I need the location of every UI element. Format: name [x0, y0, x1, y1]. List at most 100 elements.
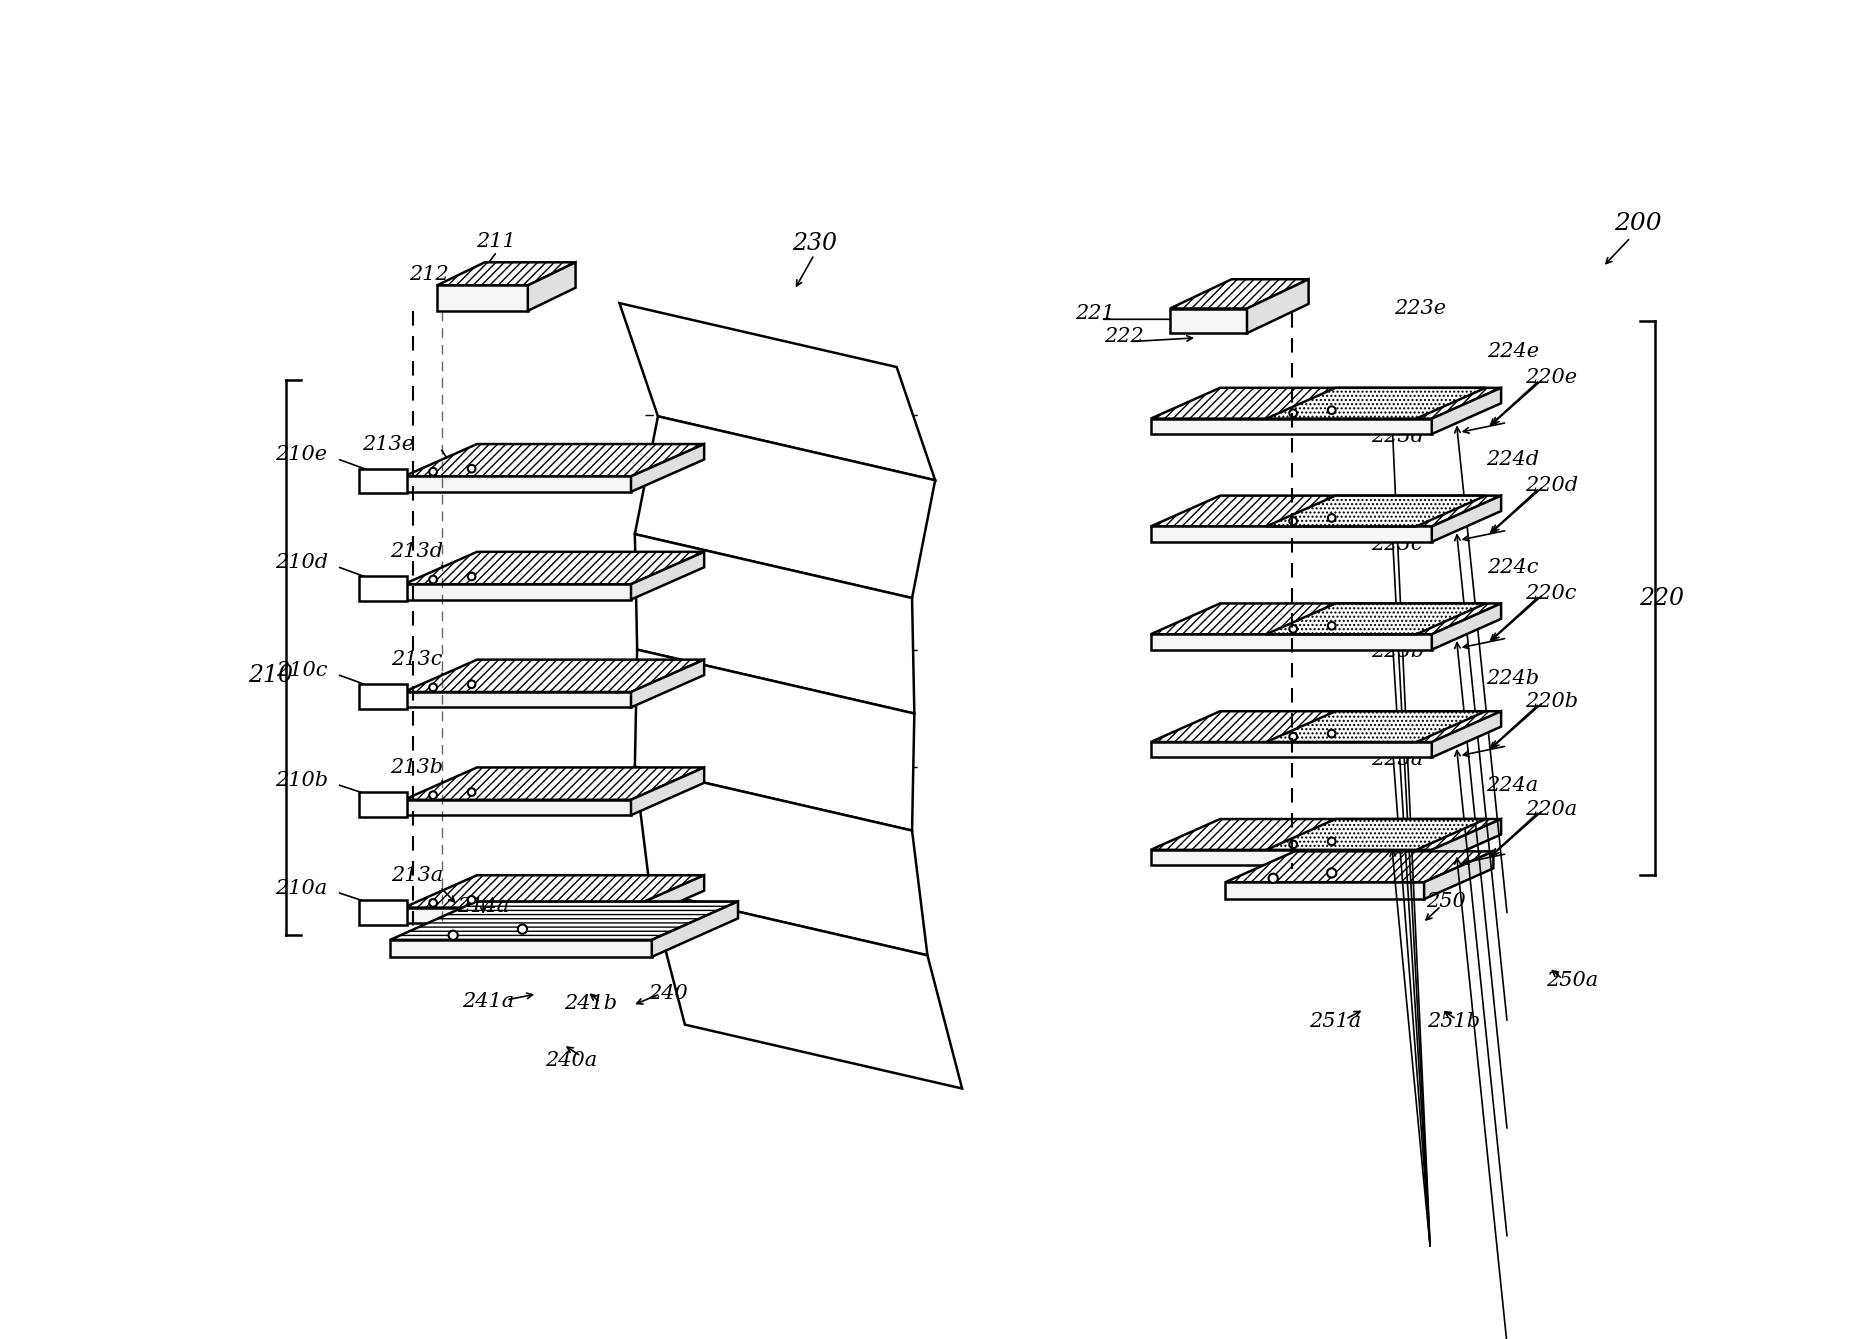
Polygon shape [652, 901, 738, 957]
Polygon shape [359, 469, 407, 493]
Circle shape [1290, 625, 1297, 633]
Polygon shape [1432, 604, 1501, 649]
Polygon shape [1267, 604, 1486, 635]
Polygon shape [391, 940, 652, 957]
Polygon shape [1432, 711, 1501, 758]
Circle shape [1290, 732, 1297, 740]
Polygon shape [359, 684, 407, 708]
Polygon shape [404, 552, 705, 584]
Text: 230: 230 [792, 233, 837, 256]
Polygon shape [437, 285, 527, 311]
Polygon shape [1432, 495, 1501, 542]
Circle shape [430, 683, 437, 691]
Polygon shape [635, 767, 927, 955]
Text: 223c: 223c [1372, 534, 1422, 553]
Circle shape [467, 465, 475, 473]
Text: 241b: 241b [564, 995, 617, 1014]
Polygon shape [1267, 388, 1486, 419]
Circle shape [1290, 841, 1297, 849]
Circle shape [1269, 874, 1278, 882]
Text: 220c: 220c [1525, 584, 1577, 603]
Text: 214b: 214b [456, 789, 510, 807]
Text: 220b: 220b [1525, 692, 1577, 711]
Text: 221: 221 [1075, 304, 1114, 323]
Polygon shape [1151, 819, 1501, 850]
Polygon shape [632, 876, 705, 923]
Text: 241a: 241a [462, 992, 514, 1011]
Polygon shape [437, 262, 576, 285]
Text: 223e: 223e [1394, 299, 1447, 319]
Text: 210b: 210b [275, 771, 327, 790]
Circle shape [430, 576, 437, 584]
Polygon shape [632, 660, 705, 707]
Text: 220e: 220e [1525, 368, 1577, 387]
Text: 210: 210 [249, 664, 293, 687]
Text: 224a: 224a [1486, 777, 1538, 795]
Polygon shape [1151, 388, 1501, 419]
Text: 251b: 251b [1426, 1012, 1480, 1031]
Text: 223d: 223d [1370, 427, 1424, 446]
Polygon shape [635, 534, 914, 714]
Text: 210e: 210e [275, 446, 327, 465]
Polygon shape [632, 445, 705, 491]
Polygon shape [1170, 308, 1247, 333]
Text: 214c: 214c [458, 682, 508, 700]
Polygon shape [404, 477, 632, 491]
Circle shape [1327, 406, 1336, 414]
Polygon shape [1226, 852, 1493, 882]
Polygon shape [404, 908, 632, 923]
Circle shape [430, 898, 437, 907]
Circle shape [467, 573, 475, 580]
Polygon shape [635, 649, 914, 830]
Polygon shape [1151, 635, 1432, 649]
Polygon shape [619, 303, 934, 481]
Polygon shape [359, 577, 407, 601]
Text: 214d: 214d [456, 573, 510, 592]
Polygon shape [1151, 850, 1432, 865]
Text: 213b: 213b [391, 758, 443, 777]
Polygon shape [1267, 495, 1486, 526]
Text: 200: 200 [1615, 213, 1662, 236]
Circle shape [1327, 730, 1336, 738]
Polygon shape [404, 799, 632, 815]
Text: 224b: 224b [1486, 668, 1540, 688]
Text: 214a: 214a [458, 897, 508, 916]
Polygon shape [1151, 495, 1501, 526]
Text: 210c: 210c [277, 661, 327, 680]
Circle shape [1327, 837, 1336, 845]
Text: 213d: 213d [391, 542, 443, 561]
Polygon shape [1151, 604, 1501, 635]
Polygon shape [404, 876, 705, 908]
Text: 220: 220 [1639, 586, 1684, 609]
Circle shape [518, 924, 527, 933]
Circle shape [430, 791, 437, 799]
Text: 220d: 220d [1525, 477, 1577, 495]
Circle shape [1327, 621, 1336, 629]
Polygon shape [404, 767, 705, 799]
Polygon shape [1432, 819, 1501, 865]
Polygon shape [527, 262, 576, 311]
Text: 213e: 213e [363, 435, 415, 454]
Polygon shape [1424, 852, 1493, 898]
Polygon shape [1151, 711, 1501, 742]
Text: 224c: 224c [1488, 558, 1538, 577]
Text: 211: 211 [477, 232, 516, 250]
Circle shape [467, 896, 475, 904]
Text: 240: 240 [649, 984, 688, 1003]
Circle shape [430, 467, 437, 475]
Circle shape [1290, 410, 1297, 416]
Polygon shape [359, 900, 407, 924]
Text: 210d: 210d [275, 553, 327, 572]
Text: 250: 250 [1426, 892, 1465, 911]
Text: 220a: 220a [1525, 799, 1577, 818]
Polygon shape [1432, 388, 1501, 434]
Circle shape [449, 931, 458, 940]
Text: 251a: 251a [1310, 1012, 1363, 1031]
Polygon shape [404, 584, 632, 600]
Polygon shape [1267, 711, 1486, 742]
Polygon shape [1267, 819, 1486, 850]
Polygon shape [635, 416, 934, 599]
Text: 224d: 224d [1486, 450, 1540, 469]
Text: 213a: 213a [391, 866, 443, 885]
Circle shape [1327, 868, 1336, 877]
